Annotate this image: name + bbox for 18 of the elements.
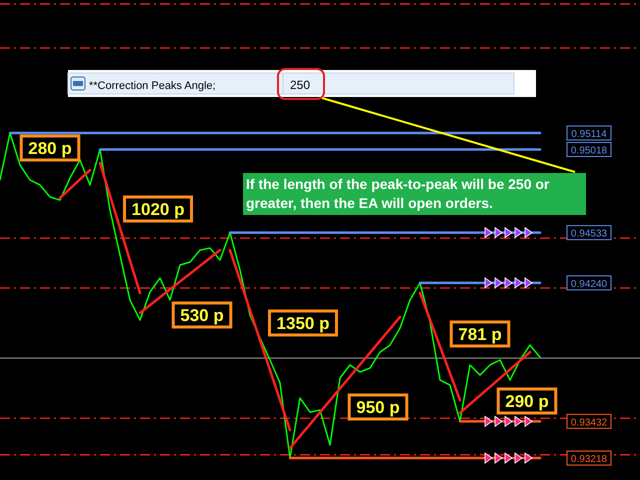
annotation: 1020 p <box>132 200 184 219</box>
y-tick-label: 0.94240 <box>570 278 608 290</box>
y-tick-label: 0.95114 <box>571 129 608 140</box>
y-tick-label: 0.95018 <box>570 145 608 156</box>
annotation: 781 p <box>458 325 502 344</box>
annotation: **Correction Peaks Angle; <box>89 80 216 92</box>
y-tick-label: 0.94533 <box>570 228 608 240</box>
y-tick-label: 0.93218 <box>570 454 608 466</box>
line-series <box>58 168 92 200</box>
annotation: 290 p <box>505 392 549 411</box>
annotation: If the length of the peak-to-peak will be 250 or greater, then the EA will open orders. <box>246 176 550 211</box>
annotation: 530 p <box>180 306 224 325</box>
annotation: 1350 p <box>276 314 330 333</box>
y-tick-label: 0.93432 <box>570 417 608 428</box>
line-series <box>458 350 532 414</box>
annotation: 950 p <box>356 398 400 417</box>
annotation: 250 <box>290 78 310 92</box>
annotation: 280 p <box>28 139 72 158</box>
